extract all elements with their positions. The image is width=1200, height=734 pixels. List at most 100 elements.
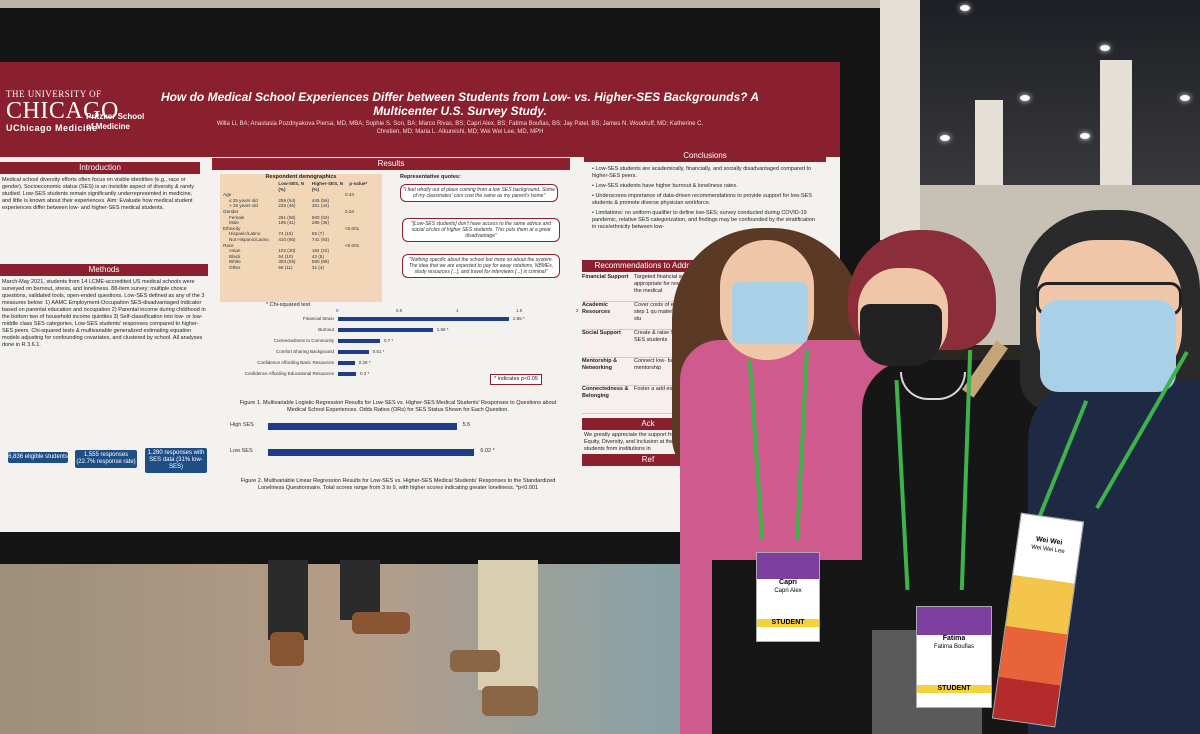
intro-heading: Introduction: [0, 162, 200, 174]
fig2-label: Low SES: [230, 448, 253, 454]
rec-label: Mentorship & Networking: [582, 358, 618, 371]
demographics-table: Respondent demographics Low-SES, N (%) Hi…: [220, 174, 382, 302]
fig2-value: 6.02 *: [480, 448, 495, 454]
poster-title: How do Medical School Experiences Differ…: [160, 90, 760, 118]
rec-text: Foster a add experiences: [634, 386, 697, 392]
ceiling-light: [960, 5, 970, 11]
demographics-rows: Low-SES, N (%) Higher-SES, N (%) p-value* A…: [220, 181, 382, 271]
fig1-tick: 2: [576, 308, 579, 313]
demo-cell: 0.44: [345, 192, 354, 198]
shoe: [270, 632, 304, 666]
fig1-value: 2.85 *: [513, 316, 525, 321]
rec-label: Academic Resources: [582, 302, 611, 315]
demo-cell: <0.001: [345, 225, 360, 231]
demo-cell: 55 (7): [311, 231, 324, 237]
badge1-tag: STUDENT: [757, 619, 819, 627]
fig2-bar: [268, 449, 475, 456]
demo-cell: 42 (5): [311, 253, 324, 259]
demo-cell: 184 (22): [311, 248, 330, 254]
conclusion-item: • Underscores importance of data-driven …: [592, 193, 812, 206]
demo-cell: 281 (58): [278, 214, 296, 220]
fig1-label: Comfort Sharing Background: [275, 349, 334, 354]
stat-ses: 1,280 responses with SES data (31% low-S…: [145, 448, 207, 473]
demo-cell: ≤ 25 years old: [229, 197, 258, 203]
demo-row: Age 0.44: [223, 192, 379, 198]
fig1-bar: [338, 328, 433, 332]
badge1-full: Capri Alex: [774, 588, 802, 594]
demo-cell: 259 (54): [278, 197, 296, 203]
fig1-value: 0.3 *: [360, 371, 370, 376]
demo-cell: Age: [223, 192, 232, 198]
badge2-first: Fatima: [942, 635, 966, 642]
demo-cell: 74 (15): [278, 231, 293, 237]
demo-cell: 303 (59): [278, 259, 296, 265]
fig1-value: 1.58 *: [436, 327, 449, 332]
logo-line2: CHICAGO: [6, 98, 119, 124]
fig1-label: Burnout: [318, 327, 334, 332]
demo-cell: 56 (11): [278, 264, 293, 270]
person2-black-mask: [860, 304, 942, 366]
fig1-label: Connectedness to Community: [273, 338, 334, 343]
demo-row: Gender 0.24: [223, 209, 379, 215]
demo-cell: Hispanic/Latino: [229, 231, 261, 237]
demo-cell: Other: [229, 264, 241, 270]
demo-cell: Female: [229, 214, 245, 220]
person-legs: [340, 560, 380, 620]
quote-2: "[Low-SES students] don't have access to…: [402, 218, 560, 242]
school-name: Pritzker School of Medicine: [86, 112, 145, 131]
demo-cell: 741 (93): [311, 236, 330, 242]
fig1-tick: 0.5: [396, 308, 403, 313]
rec-label: Financial Support: [582, 274, 629, 280]
pillar: [880, 0, 920, 240]
fig1-caption: Figure 1. Multivariable Logistic Regress…: [239, 400, 557, 413]
person-legs: [268, 560, 308, 640]
conclusion-item: • Low-SES students are academically, fin…: [592, 166, 812, 179]
poster-authors: Willa Li, BA; Anastasia Pozdnyakova Pier…: [216, 121, 704, 135]
demo-cell: > 25 years old: [229, 203, 258, 209]
fig1-value: 0.7 *: [384, 338, 394, 343]
demo-cell: 500 (63): [311, 214, 330, 220]
fig1-tick: 0: [336, 308, 339, 313]
badge2-full: Fatima Boufias: [933, 644, 975, 650]
demo-cell: Gender: [223, 208, 239, 214]
person2-name-badge: Fatima Fatima Boufias STUDENT: [916, 606, 992, 708]
conclusions-list: • Low-SES students are academically, fin…: [592, 166, 820, 234]
intro-text: Medical school diversity efforts often f…: [2, 177, 194, 211]
demo-cell: 445 (56): [311, 197, 330, 203]
shoe: [450, 650, 500, 672]
chi-note: * Chi-squared test: [266, 302, 311, 308]
conclusion-item: • Limitations: no uniform qualifier to d…: [592, 210, 815, 230]
rec-label: Social Support: [582, 330, 621, 336]
logo-line1: THE UNIVERSITY OF: [6, 89, 102, 99]
fig2-label: High SES: [230, 422, 254, 428]
demo-row: Race <0.001: [223, 243, 379, 249]
demo-cell: 195 (41): [278, 220, 296, 226]
demo-cell: Race: [223, 242, 234, 248]
demo-row: Male 195 (41) 285 (36): [223, 220, 379, 226]
fig2-caption: Figure 2. Multivariable Linear Regressio…: [240, 478, 556, 491]
ceiling-light: [1020, 95, 1030, 101]
demo-cell: Ethnicity: [223, 225, 241, 231]
demo-cell: Asian: [229, 248, 241, 254]
demo-row: ≤ 25 years old 259 (54) 445 (56): [223, 198, 379, 204]
demo-row: Asian 102 (20) 184 (22): [223, 248, 379, 254]
quote-1: "I feel wholly out of place coming from …: [400, 184, 558, 202]
rec-text: Create & raise SES students SES students: [634, 330, 705, 343]
fig1-tick: 1: [456, 308, 459, 313]
stat-responses: 1,555 responses (22.7% response rate): [75, 450, 137, 468]
methods-heading: Methods: [0, 264, 208, 276]
rec-text: Targeted financial support appropriate f…: [634, 274, 713, 294]
demo-cell: 351 (44): [311, 203, 330, 209]
demo-cell: <0.001: [345, 242, 360, 248]
demo-cell: 285 (36): [311, 220, 330, 226]
demo-cell: Black: [229, 253, 241, 259]
shoe: [352, 612, 410, 634]
demo-row: Other 56 (11) 31 (4): [223, 265, 379, 271]
demo-row: Not Hispanic/Latino 410 (85) 741 (93): [223, 237, 379, 243]
fig1-bar: [338, 317, 509, 321]
demo-cell: Not Hispanic/Latino: [229, 236, 269, 242]
recommendations-heading: Recommendations to Address: [582, 260, 714, 272]
fig1-label: Financial Strain: [302, 316, 334, 321]
demo-cell: White: [229, 259, 241, 265]
demo-cell: 31 (4): [311, 264, 324, 270]
